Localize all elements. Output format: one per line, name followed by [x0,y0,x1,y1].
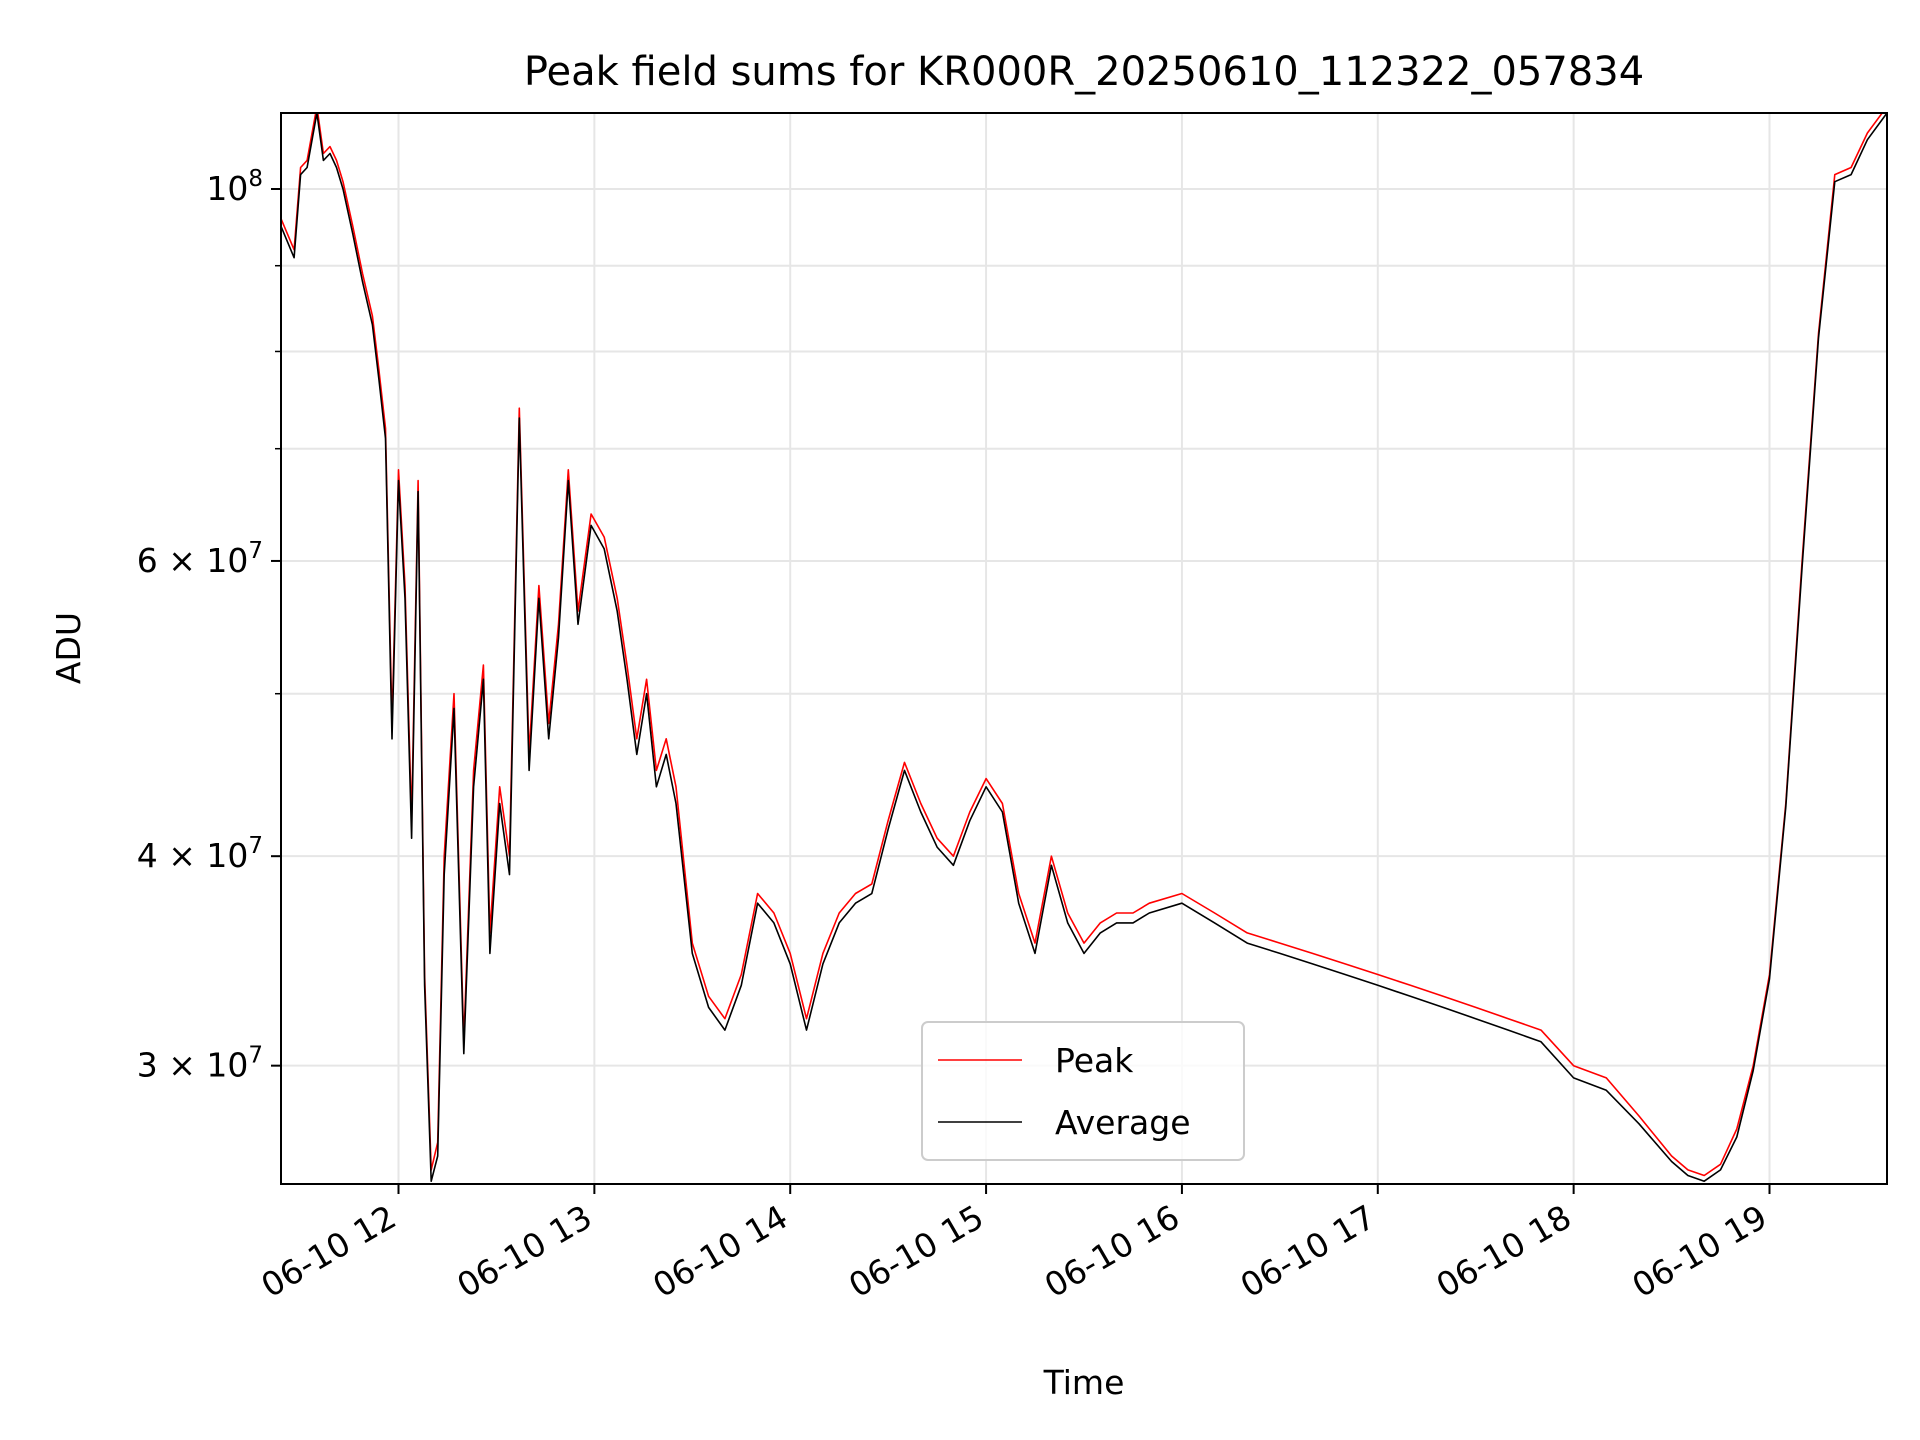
y-tick-label: 6 × 107 [137,538,263,580]
y-tick-label: 4 × 107 [137,833,263,875]
x-axis-label: Time [1043,1363,1125,1402]
plot-area [281,113,1887,1182]
series-line-average [281,113,1887,1182]
y-tick-exponent: 7 [248,833,263,859]
y-axis-label: ADU [49,612,88,684]
y-tick-exponent: 7 [248,1043,263,1069]
plot-frame [280,112,1888,1185]
y-tick-base: 6 × 10 [137,541,249,580]
legend: Peak Average [921,1021,1245,1161]
y-tick-label: 108 [206,166,263,208]
chart-title: Peak field sums for KR000R_20250610_1123… [524,49,1644,95]
legend-label-peak: Peak [1055,1041,1134,1080]
y-tick-base: 4 × 10 [137,836,249,875]
y-tick-base: 10 [206,169,248,208]
y-tick-exponent: 7 [248,538,263,564]
legend-box [921,1021,1245,1161]
y-tick-label: 3 × 107 [137,1043,263,1085]
series-lines [281,113,1887,1182]
y-tick-exponent: 8 [248,166,263,192]
legend-label-average: Average [1055,1103,1191,1142]
grid-lines [281,113,1887,1184]
y-tick-base: 3 × 10 [137,1046,249,1085]
